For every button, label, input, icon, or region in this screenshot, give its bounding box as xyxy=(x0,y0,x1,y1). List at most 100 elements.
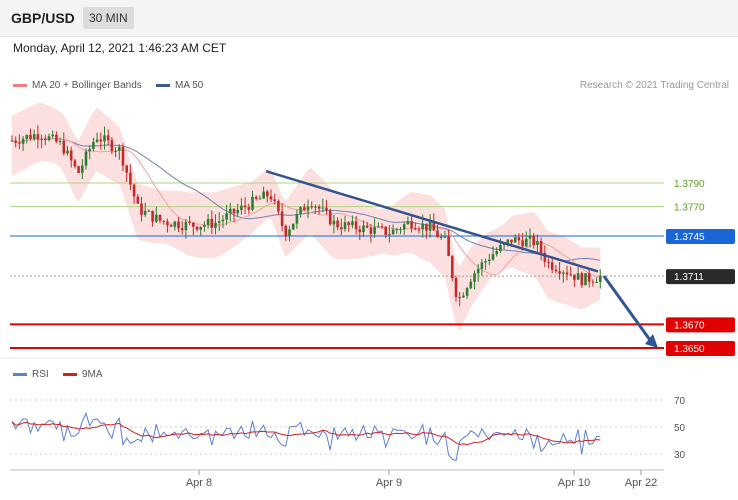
candle-body xyxy=(110,140,114,151)
candle-body xyxy=(251,196,254,210)
candle-body xyxy=(277,200,280,212)
candle-body xyxy=(317,206,321,209)
candle-body xyxy=(499,244,502,252)
candle-body xyxy=(25,134,29,139)
ma20-label: MA 20 + Bollinger Bands xyxy=(32,80,142,91)
timeframe-button[interactable]: 30 MIN xyxy=(83,7,134,29)
candle-body xyxy=(458,297,461,299)
credit-text: Research © 2021 Trading Central xyxy=(579,80,729,91)
candle-body xyxy=(125,165,128,173)
candle-body xyxy=(402,224,406,230)
candle-body xyxy=(443,236,447,238)
candle-body xyxy=(240,205,243,210)
candle-body xyxy=(236,209,239,214)
x-tick-label-0: Apr 8 xyxy=(186,477,212,489)
candle-body xyxy=(439,236,443,238)
candle-body xyxy=(395,229,399,231)
candle-body xyxy=(465,288,469,296)
timestamp: Monday, April 12, 2021 1:46:23 AM CET xyxy=(13,41,227,55)
level-tag-3 xyxy=(666,269,735,285)
candle-body xyxy=(340,227,343,230)
candle-body xyxy=(421,223,424,230)
candle-body xyxy=(14,140,17,143)
forecast-arrow xyxy=(602,275,652,341)
ma50-swatch xyxy=(156,83,170,87)
candle-body xyxy=(587,273,591,282)
candle-body xyxy=(40,138,43,140)
candle-body xyxy=(47,136,51,141)
candle-body xyxy=(114,150,117,152)
candle-body xyxy=(495,251,498,255)
rsi-9ma-line xyxy=(11,421,601,446)
legend-ma50: MA 50 xyxy=(156,80,203,91)
candle-body xyxy=(432,222,436,231)
candle-body xyxy=(295,213,299,224)
candle-body xyxy=(543,252,547,262)
candle-body xyxy=(565,272,569,275)
candle-body xyxy=(328,210,332,225)
candle-body xyxy=(73,160,77,167)
candle-body xyxy=(580,273,584,286)
candle-body xyxy=(351,221,354,226)
candle-body xyxy=(584,273,587,286)
candle-body xyxy=(388,234,391,236)
candle-body xyxy=(195,226,199,230)
candle-body xyxy=(136,196,140,204)
candle-body xyxy=(321,207,325,209)
candle-body xyxy=(132,184,136,197)
candle-body xyxy=(143,210,147,215)
ma20-line xyxy=(11,138,601,278)
candle-body xyxy=(147,210,151,212)
candle-body xyxy=(417,229,421,231)
ma9-swatch xyxy=(63,372,77,376)
candle-body xyxy=(343,222,347,230)
candle-body xyxy=(547,261,550,263)
header-bar: GBP/USD 30 MIN xyxy=(0,0,738,37)
candle-body xyxy=(506,239,510,243)
candle-body xyxy=(554,269,558,272)
candle-body xyxy=(573,274,576,280)
candle-body xyxy=(21,138,25,144)
candle-body xyxy=(140,203,143,215)
candle-body xyxy=(373,227,376,234)
rsi-swatch xyxy=(13,372,27,376)
ma20-swatch xyxy=(13,83,27,87)
candle-body xyxy=(365,225,369,228)
candle-body xyxy=(406,221,410,225)
candle-body xyxy=(29,134,32,140)
candle-body xyxy=(491,254,495,260)
candle-body xyxy=(225,213,228,220)
rsi-label: RSI xyxy=(32,369,49,380)
legend-rsi: RSI xyxy=(13,369,49,380)
candle-body xyxy=(66,150,69,154)
candle-body xyxy=(521,240,524,247)
candle-body xyxy=(528,235,532,239)
candle-body xyxy=(284,225,288,237)
candle-body xyxy=(599,275,602,282)
candle-body xyxy=(414,228,417,230)
candle-body xyxy=(510,239,513,243)
candle-body xyxy=(391,229,395,235)
candle-body xyxy=(262,191,265,199)
candle-body xyxy=(10,140,14,142)
level-tag-4 xyxy=(666,317,735,333)
candle-body xyxy=(217,221,221,223)
candle-body xyxy=(410,221,413,229)
candle-body xyxy=(569,274,572,276)
candle-body xyxy=(203,224,206,227)
candle-body xyxy=(428,222,432,231)
candle-body xyxy=(129,172,132,185)
candle-body xyxy=(273,199,276,201)
candle-body xyxy=(88,149,91,152)
candle-body xyxy=(180,228,184,230)
candle-body xyxy=(118,146,121,151)
candle-body xyxy=(188,221,191,223)
candle-body xyxy=(480,262,484,269)
candle-body xyxy=(258,198,262,200)
x-tick-label-1: Apr 9 xyxy=(376,477,402,489)
ma9-label: 9MA xyxy=(82,369,103,380)
candle-body xyxy=(243,205,247,208)
level-label-0: 1.3790 xyxy=(674,179,705,190)
candle-body xyxy=(377,226,380,228)
